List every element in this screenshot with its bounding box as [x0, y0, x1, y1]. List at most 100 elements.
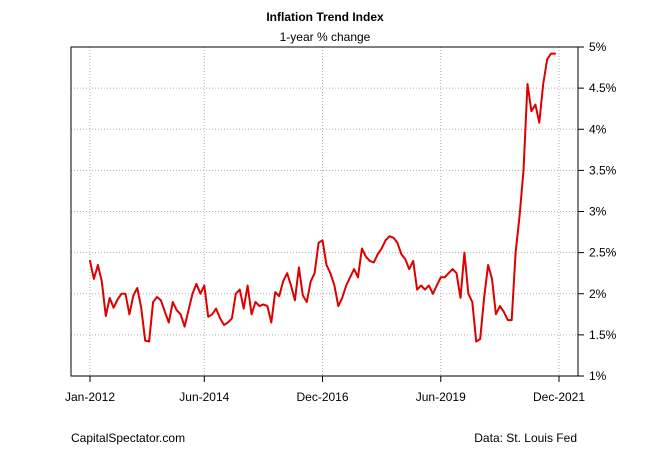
y-tick-label: 4.5% [589, 81, 617, 95]
grid-lines [71, 46, 578, 377]
data-point [424, 289, 426, 291]
data-point [101, 280, 103, 282]
data-point [235, 293, 237, 295]
data-point [420, 284, 422, 287]
x-tick-label: Jun-2014 [179, 390, 229, 404]
data-point [321, 239, 324, 241]
data-point [388, 235, 391, 237]
data-point [361, 247, 363, 250]
data-point [168, 321, 170, 324]
data-point [526, 83, 529, 85]
data-point [412, 260, 414, 262]
data-point [530, 110, 533, 112]
data-point [270, 321, 272, 324]
y-tick-label: 2% [589, 287, 607, 301]
data-point [191, 293, 194, 295]
data-point [184, 326, 186, 328]
data-point [487, 264, 489, 266]
data-point [381, 247, 383, 250]
data-point [266, 305, 268, 307]
data-point [227, 321, 229, 324]
data-point [337, 305, 339, 307]
chart-title: Inflation Trend Index [266, 10, 384, 24]
data-point [310, 280, 312, 282]
x-tick-label: Dec-2021 [533, 390, 585, 404]
data-point [519, 215, 521, 217]
data-point [97, 264, 99, 266]
data-point [353, 268, 355, 270]
data-point [503, 311, 505, 313]
data-point [128, 313, 130, 315]
data-point [286, 272, 288, 274]
data-point [105, 315, 107, 317]
data-point [467, 293, 469, 295]
data-point [314, 272, 316, 274]
data-point [140, 307, 142, 309]
data-point [93, 278, 95, 280]
data-point [550, 53, 552, 55]
data-point [203, 284, 205, 287]
data-point [428, 284, 430, 287]
data-point [400, 253, 402, 255]
source-credit: CapitalSpectator.com [71, 431, 186, 445]
x-tick-label: Jun-2019 [416, 390, 466, 404]
data-point [223, 324, 225, 326]
data-point [534, 104, 537, 106]
data-point [385, 239, 387, 241]
data-point [136, 287, 138, 289]
data-point [290, 284, 292, 287]
data-point [278, 295, 280, 297]
y-tick-label: 3.5% [589, 163, 617, 177]
data-point [109, 297, 111, 299]
data-point [495, 313, 497, 315]
data-point [329, 272, 331, 274]
data-point [231, 317, 233, 319]
data-point [219, 317, 221, 319]
data-point [416, 289, 418, 291]
data-point [440, 276, 442, 278]
data-point [369, 260, 371, 262]
data-point [511, 319, 513, 321]
data-point [455, 272, 458, 274]
y-axis: 1% 1.5% 2% 2.5% 3% 3.5% 4% 4.5% 5% [578, 40, 617, 383]
data-point [294, 299, 296, 301]
data-point [432, 293, 434, 295]
data-point [254, 301, 257, 303]
data-point [152, 301, 154, 303]
data-point [148, 340, 150, 343]
data-point [160, 299, 162, 301]
data-point [274, 291, 276, 293]
data-point [479, 338, 481, 340]
data-point [475, 340, 477, 343]
x-axis: Jan-2012 Jun-2014 Dec-2016 Jun-2019 Dec-2021 [65, 375, 585, 404]
data-point [132, 294, 134, 296]
data-point [408, 268, 410, 270]
data-point [251, 313, 253, 315]
data-point [199, 293, 201, 295]
data-point [211, 313, 213, 315]
data-point [522, 169, 525, 171]
data-point [491, 278, 493, 280]
data-point [195, 283, 197, 285]
data-point [436, 284, 438, 287]
data-point [258, 305, 261, 307]
data-point [117, 298, 119, 301]
data-point [333, 284, 335, 287]
data-point [365, 256, 367, 258]
data-point [357, 276, 359, 278]
x-tick-label: Dec-2016 [297, 390, 349, 404]
data-point [542, 83, 544, 85]
data-point [318, 242, 320, 244]
data-point [392, 237, 395, 239]
data-point [164, 311, 166, 313]
series-layer [89, 52, 557, 343]
data-point [215, 308, 217, 310]
data-point [499, 305, 501, 307]
data-point [144, 340, 146, 342]
data-point [404, 258, 406, 260]
data-point [172, 301, 174, 303]
chart-subtitle: 1-year % change [279, 30, 371, 44]
data-point [113, 307, 115, 309]
